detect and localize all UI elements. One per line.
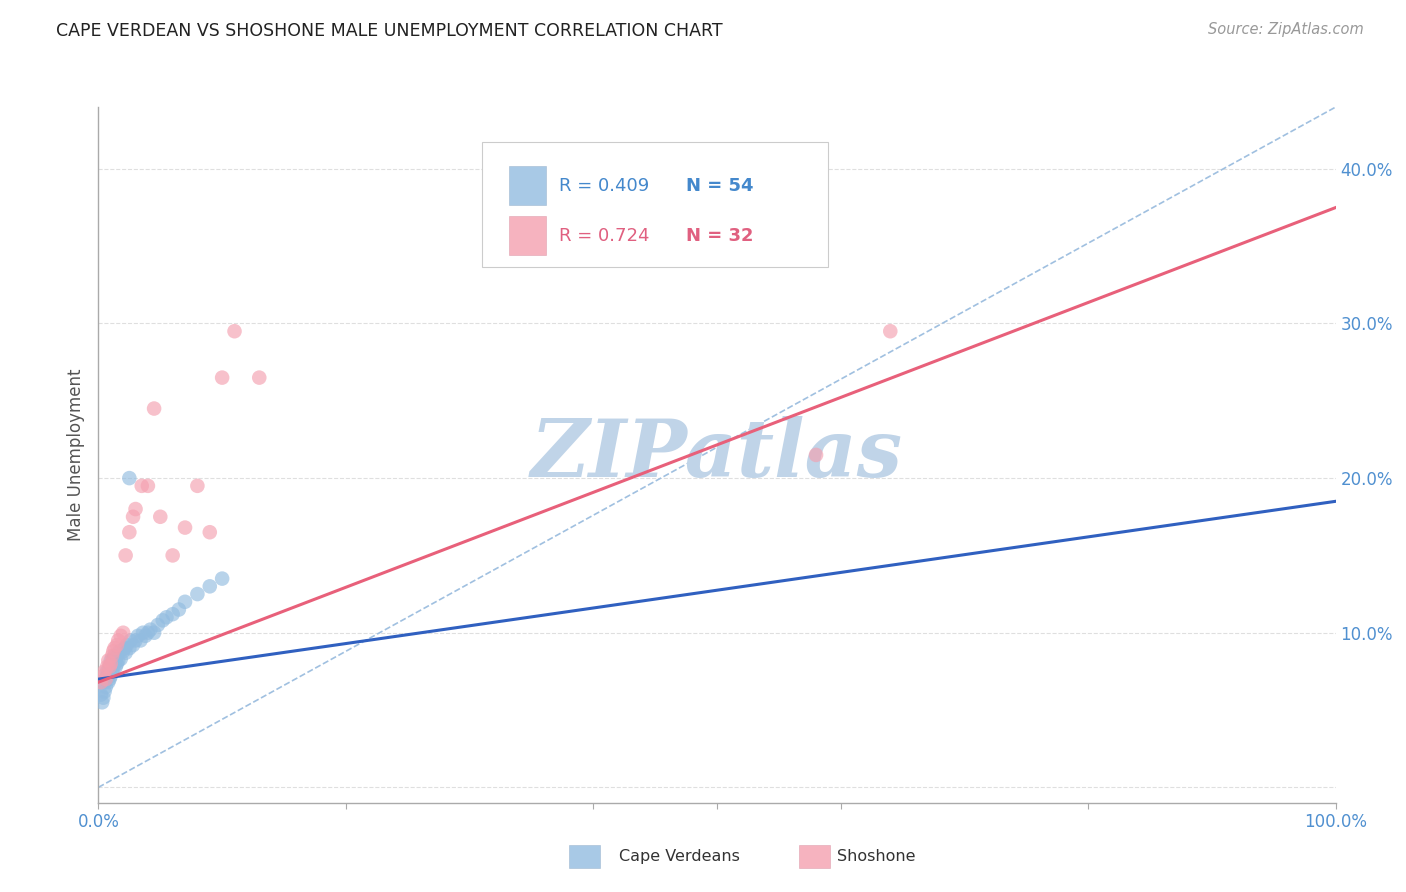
Point <box>104 659 127 673</box>
Point <box>136 625 159 640</box>
Point <box>100 654 122 668</box>
Point <box>247 370 270 384</box>
Point <box>103 661 125 675</box>
Bar <box>509 167 547 204</box>
Y-axis label: Male Unemployment: Male Unemployment <box>67 368 86 541</box>
Text: N = 32: N = 32 <box>686 227 754 244</box>
Point <box>100 659 122 673</box>
Point <box>162 607 184 622</box>
Point <box>186 587 208 601</box>
Text: R = 0.409: R = 0.409 <box>558 177 650 194</box>
Bar <box>509 217 547 255</box>
Point <box>94 680 117 694</box>
Point <box>211 572 233 586</box>
Point <box>101 665 124 679</box>
Point <box>139 623 162 637</box>
Point <box>101 657 124 671</box>
Point <box>122 638 145 652</box>
Text: Cape Verdeans: Cape Verdeans <box>619 849 740 863</box>
Point <box>134 629 156 643</box>
Point <box>152 613 174 627</box>
Point <box>149 509 172 524</box>
Point <box>198 525 221 540</box>
Point <box>124 502 146 516</box>
Point <box>93 675 115 690</box>
Point <box>174 595 197 609</box>
Point <box>105 648 128 663</box>
Point <box>112 625 135 640</box>
Text: ZIPatlas: ZIPatlas <box>531 417 903 493</box>
Point <box>101 648 124 663</box>
Point <box>93 665 115 679</box>
Point <box>98 659 121 673</box>
Point <box>103 648 125 663</box>
Point <box>96 669 118 683</box>
Text: N = 54: N = 54 <box>686 177 754 194</box>
Point <box>143 625 166 640</box>
Point <box>107 654 129 668</box>
Point <box>112 641 135 656</box>
Point <box>118 471 141 485</box>
Point <box>186 479 208 493</box>
Point <box>131 479 153 493</box>
Point <box>112 644 135 658</box>
Point <box>93 669 115 683</box>
Point <box>104 654 127 668</box>
Point <box>132 625 155 640</box>
FancyBboxPatch shape <box>482 142 828 267</box>
Point <box>804 448 827 462</box>
Point <box>97 675 120 690</box>
Point <box>162 549 184 563</box>
Point <box>98 672 121 686</box>
Point <box>114 646 136 660</box>
Point <box>114 549 136 563</box>
Point <box>97 654 120 668</box>
Point <box>105 638 128 652</box>
Text: R = 0.724: R = 0.724 <box>558 227 650 244</box>
Point <box>224 324 246 338</box>
Point <box>879 324 901 338</box>
Text: Source: ZipAtlas.com: Source: ZipAtlas.com <box>1208 22 1364 37</box>
Point <box>110 629 132 643</box>
Point <box>129 633 152 648</box>
Point <box>108 644 131 658</box>
Point <box>103 652 125 666</box>
Point <box>103 657 125 671</box>
Point <box>118 525 141 540</box>
Point <box>118 641 141 656</box>
Point <box>110 652 132 666</box>
Point <box>103 644 125 658</box>
Point <box>94 672 117 686</box>
Point <box>90 675 112 690</box>
Point <box>96 665 118 679</box>
Point <box>91 695 114 709</box>
Point <box>97 667 120 681</box>
Point <box>100 669 122 683</box>
Point <box>93 684 115 698</box>
Point <box>127 629 149 643</box>
Point <box>96 659 118 673</box>
Point <box>120 633 142 648</box>
Point <box>115 638 138 652</box>
Point <box>143 401 166 416</box>
Point <box>107 633 129 648</box>
Point <box>167 602 190 616</box>
Text: Shoshone: Shoshone <box>837 849 915 863</box>
Point <box>198 579 221 593</box>
Point <box>136 479 159 493</box>
Point <box>93 690 115 705</box>
Point <box>122 509 145 524</box>
Point <box>103 641 125 656</box>
Point <box>174 520 197 534</box>
Point <box>155 610 177 624</box>
Point <box>146 618 169 632</box>
Point <box>90 688 112 702</box>
Point <box>211 370 233 384</box>
Point <box>98 659 121 673</box>
Point <box>105 657 128 671</box>
Text: CAPE VERDEAN VS SHOSHONE MALE UNEMPLOYMENT CORRELATION CHART: CAPE VERDEAN VS SHOSHONE MALE UNEMPLOYME… <box>56 22 723 40</box>
Point <box>124 633 146 648</box>
Point <box>94 672 117 686</box>
Point <box>100 657 122 671</box>
